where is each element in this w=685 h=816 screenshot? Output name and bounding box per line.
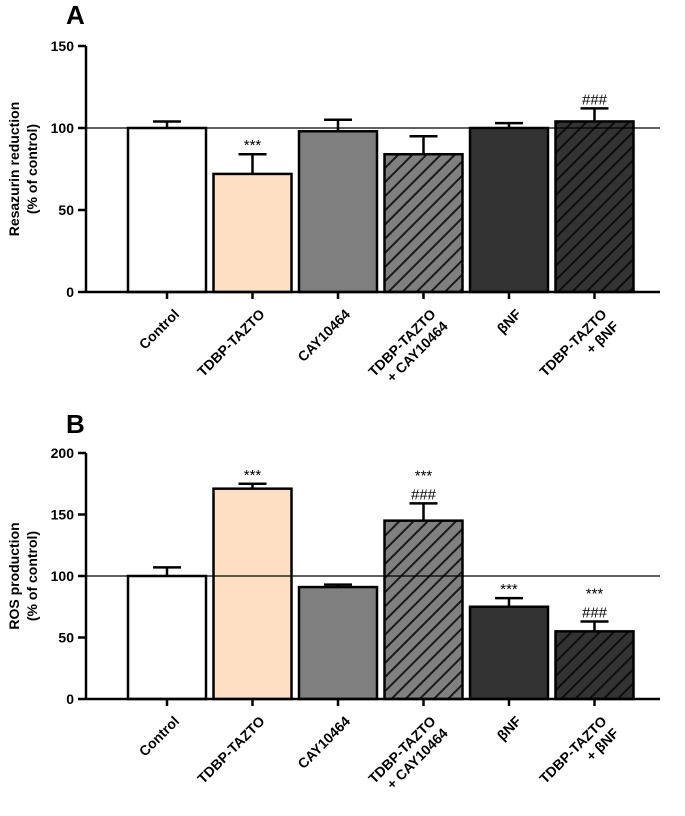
y-tick-label: 150 <box>51 38 75 54</box>
category-label-1: Control <box>136 306 183 353</box>
significance-label: ### <box>411 486 437 503</box>
y-tick-label: 100 <box>51 120 75 136</box>
bar-1 <box>126 574 208 701</box>
bar-4 <box>383 152 464 294</box>
bar-6 <box>554 120 635 294</box>
y-tick-label: 0 <box>66 284 74 300</box>
y-tick-label: 50 <box>58 202 74 218</box>
category-label-1: Control <box>136 713 183 760</box>
bar-1 <box>126 126 208 294</box>
bar-5 <box>468 605 550 701</box>
y-tick-label: 0 <box>66 691 74 707</box>
y-axis-title-line-2: (% of control) <box>24 531 40 621</box>
category-label-line: TDBP-TAZTO <box>194 713 268 787</box>
category-label-2: TDBP-TAZTO <box>194 713 268 787</box>
significance-label: ### <box>582 605 608 622</box>
panel-letter-b: B <box>66 409 85 439</box>
category-label-line: CAY10464 <box>294 306 353 365</box>
bar-2 <box>212 487 293 701</box>
category-label-line: Control <box>136 306 183 353</box>
y-tick-label: 50 <box>58 630 74 646</box>
significance-label: *** <box>415 467 433 484</box>
y-tick-label: 150 <box>51 507 75 523</box>
bar-6 <box>554 630 635 701</box>
category-label-5: βNF <box>494 306 525 337</box>
bar-4 <box>383 519 464 701</box>
y-axis-title-line-2: (% of control) <box>24 124 40 214</box>
category-label-5: βNF <box>494 713 525 744</box>
category-label-3: CAY10464 <box>294 306 353 365</box>
significance-label: *** <box>244 467 262 484</box>
category-label-6: TDBP-TAZTO+ βNF <box>536 306 622 392</box>
significance-label: *** <box>244 137 262 154</box>
bar-3 <box>297 585 379 701</box>
category-label-2: TDBP-TAZTO <box>194 306 268 380</box>
panel-letter-a: A <box>66 0 85 30</box>
y-axis-title-line-1: ROS production <box>6 522 22 629</box>
significance-label: ### <box>582 91 608 108</box>
category-label-4: TDBP-TAZTO+ CAY10464 <box>365 713 451 799</box>
category-label-line: βNF <box>494 306 525 337</box>
category-label-line: TDBP-TAZTO <box>194 306 268 380</box>
bar-5 <box>468 126 550 294</box>
bar-2 <box>212 172 293 294</box>
category-label-6: TDBP-TAZTO+ βNF <box>536 713 622 799</box>
category-label-line: CAY10464 <box>294 713 353 772</box>
panel-a-chart: A Control***TDBP-TAZTO CAY10464 TDBP-TAZTO… <box>6 0 660 392</box>
panel-b-chart: B Control *** TDBP-TAZTO CAY10464 *** ### TDBP… <box>6 409 660 799</box>
significance-label: *** <box>586 586 604 603</box>
category-label-4: TDBP-TAZTO+ CAY10464 <box>365 306 451 392</box>
category-label-line: βNF <box>494 713 525 744</box>
y-axis-title-line-1: Resazurin reduction <box>6 102 22 237</box>
category-label-3: CAY10464 <box>294 713 353 772</box>
category-label-line: Control <box>136 713 183 760</box>
bar-3 <box>297 130 379 294</box>
y-tick-label: 200 <box>51 445 75 461</box>
y-tick-label: 100 <box>51 568 75 584</box>
significance-label: *** <box>500 581 518 598</box>
